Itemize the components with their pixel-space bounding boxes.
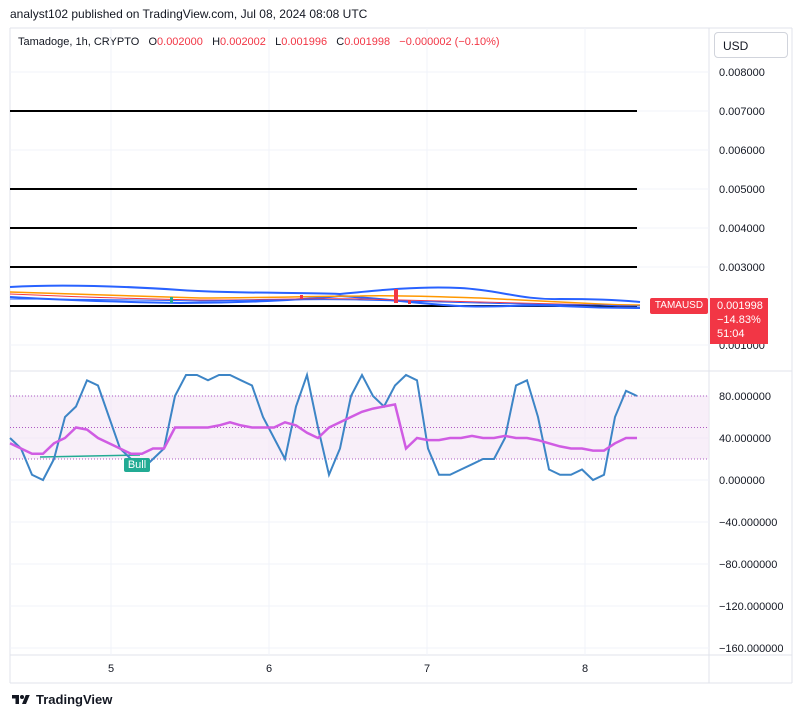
price-tick-label: 0.006000 — [719, 145, 765, 157]
bar-countdown: 51:04 — [717, 328, 745, 340]
time-tick-label: 5 — [108, 663, 114, 675]
time-axis-labels: 5 6 7 8 — [108, 663, 588, 675]
last-price-box: 0.001998 −14.83% 51:04 — [710, 298, 768, 344]
indicator-tick-label: −80.000000 — [719, 559, 777, 571]
symbol-name[interactable]: Tamadoge, 1h, CRYPTO — [18, 36, 140, 48]
close-label: C — [336, 36, 345, 48]
bollinger-upper — [9, 284, 641, 303]
indicator-series-line — [9, 371, 638, 482]
indicator-tick-label: −160.000000 — [719, 643, 784, 655]
price-tick-label: 0.004000 — [719, 223, 765, 235]
indicator-scale-labels: 80.000000 40.000000 0.000000 −40.000000 −80.… — [719, 391, 784, 655]
high-value: 0.002002 — [220, 36, 266, 48]
indicator-tick-label: −40.000000 — [719, 517, 777, 529]
price-tick-label: 0.007000 — [719, 106, 765, 118]
price-tick-label: 0.003000 — [719, 262, 765, 274]
indicator-tick-label: 80.000000 — [719, 391, 771, 403]
indicator-tick-label: −120.000000 — [719, 601, 784, 613]
time-tick-label: 6 — [266, 663, 272, 675]
price-change-pct: −14.83% — [717, 314, 761, 326]
symbol-price-tag: TAMAUSD — [650, 298, 708, 314]
footer-brand-text: TradingView — [36, 692, 113, 707]
footer-brand[interactable]: TradingView — [10, 692, 112, 707]
horizontal-levels — [10, 110, 637, 307]
symbol-info-line: Tamadoge, 1h, CRYPTO O0.002000 H0.002002… — [18, 36, 500, 48]
time-tick-label: 8 — [582, 663, 588, 675]
grid-lines — [10, 28, 709, 655]
low-value: 0.001996 — [281, 36, 328, 48]
low-label: L — [275, 36, 282, 48]
close-value: 0.001998 — [344, 36, 391, 48]
bull-divergence-line — [39, 454, 141, 458]
indicator-series-line — [9, 402, 637, 456]
candles — [170, 289, 411, 304]
price-tick-label: 0.008000 — [719, 67, 765, 79]
moving-average-blue — [9, 298, 641, 307]
open-value: 0.002000 — [157, 36, 203, 48]
bollinger-lower — [9, 294, 641, 309]
last-price: 0.001998 — [717, 300, 763, 312]
moving-average-orange — [9, 291, 641, 306]
high-label: H — [212, 36, 221, 48]
indicator-tick-label: 0.000000 — [719, 475, 765, 487]
change-value: −0.000002 (−0.10%) — [399, 36, 500, 48]
time-tick-label: 7 — [424, 663, 430, 675]
publish-header: analyst102 published on TradingView.com,… — [10, 7, 368, 21]
price-tick-label: 0.005000 — [719, 184, 765, 196]
indicator-tick-label: 40.000000 — [719, 433, 771, 445]
indicator-series — [9, 371, 638, 482]
currency-button[interactable]: USD — [714, 32, 788, 58]
open-label: O — [148, 36, 158, 48]
bull-label: Bull — [124, 458, 150, 472]
chart-canvas[interactable]: 80.000000 40.000000 0.000000 −40.000000 −80.… — [0, 0, 802, 690]
tradingview-logo-icon — [12, 694, 30, 704]
